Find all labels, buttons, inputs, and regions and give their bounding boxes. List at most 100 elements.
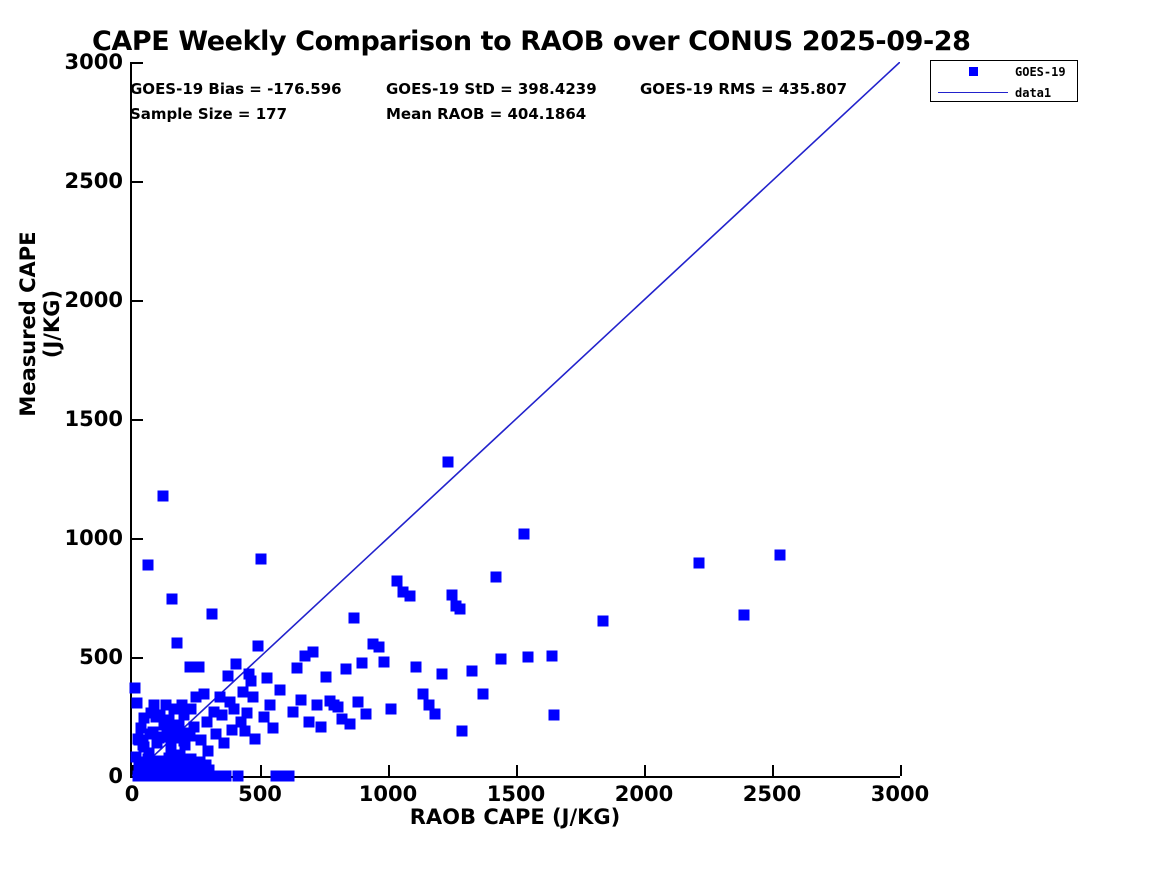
scatter-point — [299, 650, 311, 662]
y-axis-tick-label: 0 — [108, 764, 123, 788]
scatter-point — [270, 770, 282, 782]
scatter-point — [142, 753, 154, 765]
scatter-point — [206, 608, 218, 620]
scatter-point — [442, 456, 454, 468]
scatter-point — [774, 549, 786, 561]
scatter-point — [165, 741, 177, 753]
scatter-point — [303, 716, 315, 728]
scatter-point — [144, 728, 156, 740]
scatter-point — [693, 557, 705, 569]
scatter-point — [174, 749, 186, 761]
scatter-point — [226, 724, 238, 736]
scatter-point — [176, 699, 188, 711]
scatter-point — [157, 490, 169, 502]
y-axis-label: Measured CAPE (J/KG) — [16, 231, 64, 417]
x-axis-tick-label: 3000 — [870, 782, 930, 806]
scatter-point — [232, 770, 244, 782]
stat-bias: GOES-19 Bias = -176.596 — [130, 80, 342, 98]
scatter-point — [360, 708, 372, 720]
y-axis-tick-label: 1500 — [64, 407, 123, 431]
scatter-point — [202, 745, 214, 757]
scatter-point — [160, 760, 172, 772]
scatter-point — [522, 651, 534, 663]
scatter-point — [178, 735, 190, 747]
legend-marker-swatch — [931, 67, 1015, 76]
scatter-point — [295, 694, 307, 706]
scatter-point — [243, 668, 255, 680]
scatter-point — [208, 706, 220, 718]
scatter-point — [378, 656, 390, 668]
stat-rms: GOES-19 RMS = 435.807 — [640, 80, 848, 98]
stat-std: GOES-19 StD = 398.4239 — [386, 80, 597, 98]
scatter-point — [173, 719, 185, 731]
scatter-point — [597, 615, 609, 627]
scatter-point — [137, 739, 149, 751]
scatter-point — [210, 728, 222, 740]
x-axis-tick — [260, 765, 262, 776]
scatter-point — [249, 733, 261, 745]
scatter-point — [203, 764, 215, 776]
scatter-point — [495, 653, 507, 665]
stat-mean-raob: Mean RAOB = 404.1864 — [386, 105, 587, 123]
scatter-point — [367, 638, 379, 650]
scatter-point — [258, 711, 270, 722]
scatter-point — [139, 763, 151, 775]
y-axis-tick-label: 2000 — [64, 288, 123, 312]
plot-canvas: 0 500 1000 1500 2000 2500 3000 0 500 1000 1500 2000… — [65, 50, 930, 806]
scatter-point — [261, 672, 273, 684]
scatter-point — [195, 734, 207, 746]
scatter-point — [152, 762, 164, 774]
x-axis-tick — [900, 765, 902, 776]
scatter-point — [315, 721, 327, 733]
scatter-point — [235, 716, 247, 728]
scatter-point — [291, 662, 303, 674]
scatter-point — [446, 589, 458, 601]
y-axis-tick-label: 3000 — [64, 50, 123, 74]
x-axis-tick — [772, 765, 774, 776]
scatter-point — [222, 670, 234, 682]
plot-area: 0 500 1000 1500 2000 2500 3000 0 500 1000 1500 2000… — [65, 50, 930, 806]
scatter-point — [466, 665, 478, 677]
scatter-point — [332, 701, 344, 713]
x-axis-label: RAOB CAPE (J/KG) — [409, 805, 621, 829]
x-axis-tick-label: 1500 — [486, 782, 546, 806]
scatter-point — [417, 688, 429, 700]
stat-sample-size: Sample Size = 177 — [130, 105, 288, 123]
scatter-point — [184, 661, 196, 673]
scatter-point — [188, 721, 200, 733]
x-axis-tick-label: 2000 — [614, 782, 674, 806]
legend-item-data1[interactable]: data1 — [931, 82, 1077, 103]
scatter-point — [216, 709, 228, 721]
scatter-point — [198, 688, 210, 700]
scatter-point — [163, 752, 175, 764]
x-axis-tick-label: 1000 — [358, 782, 418, 806]
y-axis-tick-label: 1000 — [64, 526, 123, 550]
scatter-point — [148, 699, 160, 711]
one-to-one-line — [132, 62, 900, 776]
x-axis-tick — [388, 765, 390, 776]
scatter-point — [212, 770, 224, 782]
page-title: CAPE Weekly Comparison to RAOB over CONU… — [92, 26, 971, 57]
x-axis-tick — [644, 765, 646, 776]
scatter-point — [193, 661, 205, 673]
scatter-point — [131, 697, 143, 709]
scatter-point — [241, 707, 253, 719]
scatter-point — [307, 646, 319, 658]
scatter-point — [356, 657, 368, 669]
legend-label-data1: data1 — [1015, 85, 1052, 100]
scatter-point — [161, 725, 173, 737]
scatter-point — [397, 586, 409, 598]
legend-item-goes19[interactable]: GOES-19 — [931, 61, 1077, 82]
x-axis-tick-label: 2500 — [742, 782, 802, 806]
scatter-point — [194, 756, 206, 768]
scatter-point — [404, 590, 416, 602]
y-axis-tick — [132, 419, 143, 421]
scatter-point — [283, 770, 295, 782]
scatter-point — [255, 553, 267, 565]
y-axis-tick — [132, 181, 143, 183]
scatter-point — [130, 751, 142, 763]
scatter-point — [190, 691, 202, 703]
y-axis-tick — [132, 657, 143, 659]
y-axis-tick — [132, 538, 143, 540]
